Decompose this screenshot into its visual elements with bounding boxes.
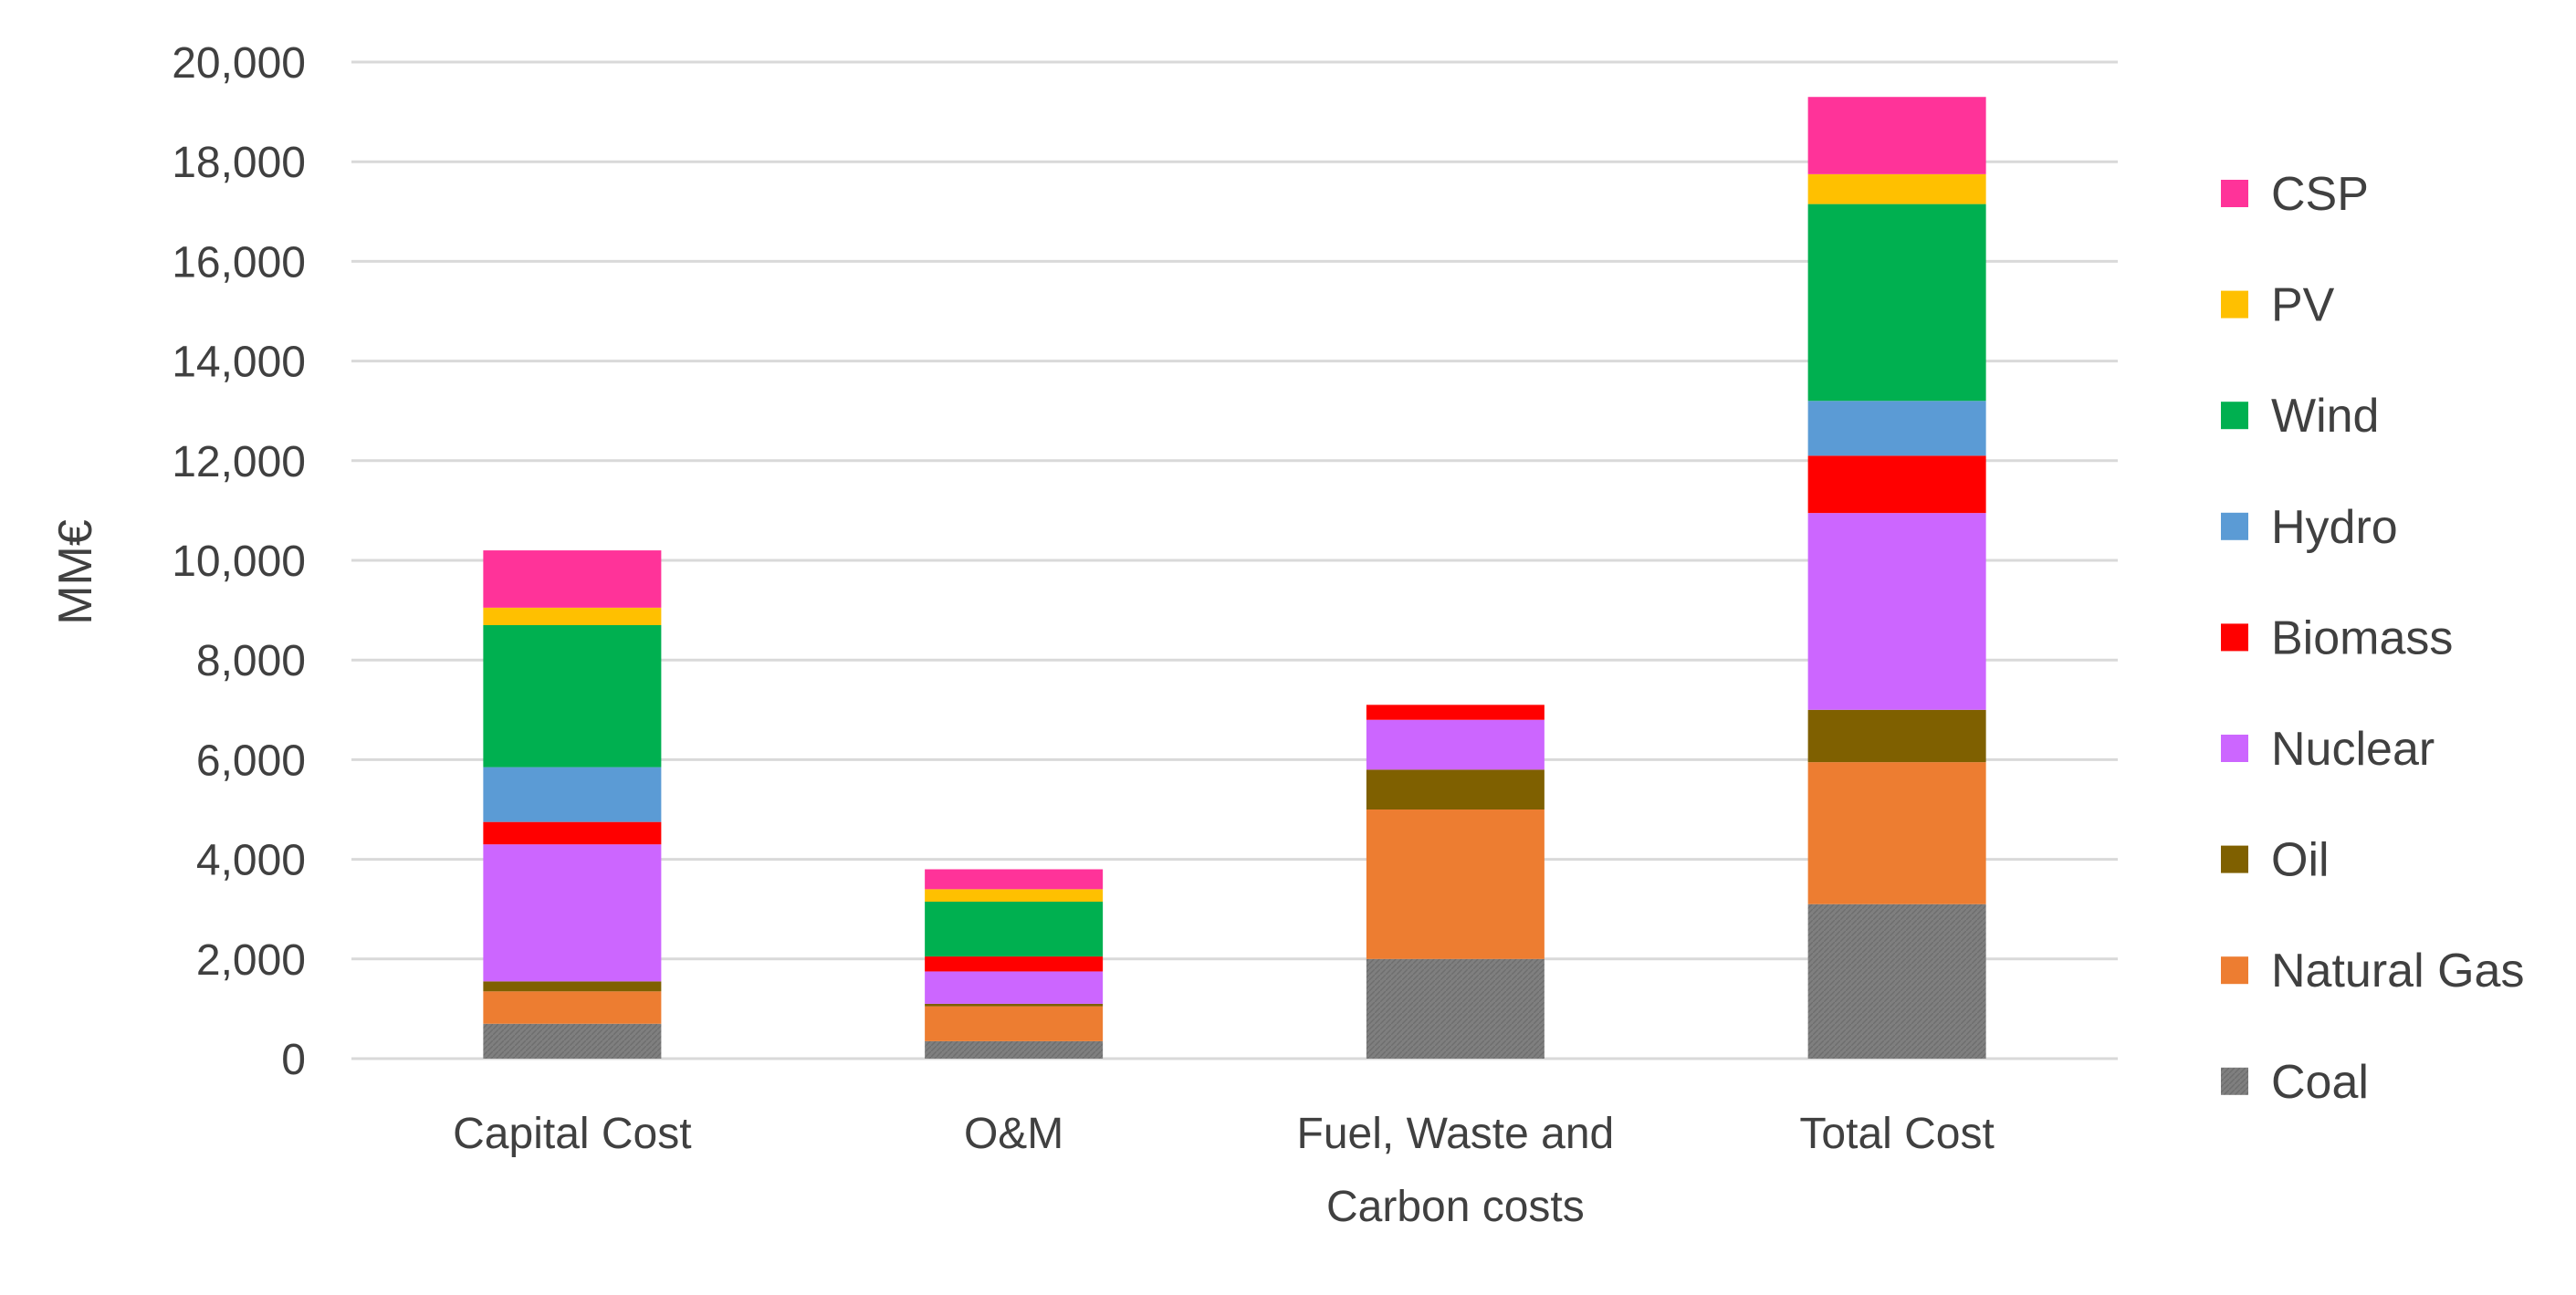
x-axis-ticks: Capital Cost O&M Fuel, Waste and Carbon cos… bbox=[453, 1110, 1995, 1231]
y-tick-label: 16,000 bbox=[172, 238, 306, 287]
bar-segment-biomass bbox=[483, 821, 662, 845]
bar-segment-coal bbox=[1807, 903, 1986, 1059]
y-tick-label: 8,000 bbox=[196, 637, 306, 685]
bar-segment-pv bbox=[1807, 173, 1986, 204]
bar-segment-oil bbox=[1807, 709, 1986, 763]
legend-label-natural-gas: Natural Gas bbox=[2271, 945, 2524, 997]
y-tick-label: 4,000 bbox=[196, 837, 306, 885]
y-tick-label: 2,000 bbox=[196, 936, 306, 985]
bar-segment-oil bbox=[1366, 769, 1545, 809]
y-tick-label: 12,000 bbox=[172, 438, 306, 486]
legend-label-oil: Oil bbox=[2271, 834, 2330, 887]
legend-label-hydro: Hydro bbox=[2271, 501, 2398, 554]
bar-segment-nuclear bbox=[483, 844, 662, 982]
legend-swatch-coal bbox=[2221, 1067, 2248, 1095]
bar-segment-hydro bbox=[1807, 401, 1986, 456]
y-axis-ticks: 0 2,000 4,000 6,000 8,000 10,000 12,000 14,000 1… bbox=[172, 39, 306, 1084]
bar-segment-csp bbox=[483, 550, 662, 608]
legend: CSP PV Wind Hydro Biomass Nuclear Oil Natural G… bbox=[2221, 168, 2524, 1109]
y-tick-label: 20,000 bbox=[172, 39, 306, 88]
bar-segment-natural-gas bbox=[1366, 809, 1545, 959]
x-tick-label: Fuel, Waste and bbox=[1297, 1110, 1615, 1158]
legend-label-wind: Wind bbox=[2271, 390, 2379, 443]
bar-segment-biomass bbox=[1807, 455, 1986, 514]
legend-swatch-hydro bbox=[2221, 512, 2248, 540]
y-tick-label: 18,000 bbox=[172, 139, 306, 187]
legend-swatch-nuclear bbox=[2221, 735, 2248, 762]
bar-segment-wind bbox=[483, 624, 662, 768]
y-axis-label: MM€ bbox=[49, 519, 102, 625]
y-tick-label: 14,000 bbox=[172, 339, 306, 387]
bar-segment-csp bbox=[925, 869, 1104, 890]
legend-swatch-biomass bbox=[2221, 623, 2248, 652]
bar-segment-pv bbox=[483, 607, 662, 625]
bar-segment-biomass bbox=[1366, 705, 1545, 720]
bar-segment-csp bbox=[1807, 97, 1986, 174]
x-tick-label: Total Cost bbox=[1799, 1110, 1994, 1158]
bar-segment-coal bbox=[925, 1040, 1104, 1059]
bar-segment-nuclear bbox=[1807, 513, 1986, 710]
bar-segment-pv bbox=[925, 889, 1104, 903]
y-tick-label: 0 bbox=[281, 1036, 306, 1084]
legend-label-nuclear: Nuclear bbox=[2271, 723, 2435, 776]
x-tick-label: O&M bbox=[964, 1110, 1063, 1158]
bar-segment-oil bbox=[925, 1003, 1104, 1007]
legend-label-coal: Coal bbox=[2271, 1056, 2369, 1109]
bar-segment-wind bbox=[925, 902, 1104, 957]
bar-segment-wind bbox=[1807, 204, 1986, 402]
bar-segment-natural-gas bbox=[1807, 762, 1986, 904]
bar-segment-hydro bbox=[483, 767, 662, 822]
bar-segment-coal bbox=[483, 1023, 662, 1059]
legend-label-pv: PV bbox=[2271, 279, 2335, 332]
legend-label-biomass: Biomass bbox=[2271, 611, 2453, 664]
legend-label-csp: CSP bbox=[2271, 168, 2369, 221]
legend-swatch-oil bbox=[2221, 845, 2248, 873]
legend-swatch-natural-gas bbox=[2221, 956, 2248, 985]
legend-swatch-wind bbox=[2221, 402, 2248, 430]
bar-segment-oil bbox=[483, 981, 662, 992]
bar-segment-nuclear bbox=[1366, 719, 1545, 770]
legend-swatch-csp bbox=[2221, 180, 2248, 207]
bar-segment-coal bbox=[1366, 958, 1545, 1059]
y-tick-label: 10,000 bbox=[172, 538, 306, 586]
x-tick-label: Capital Cost bbox=[453, 1110, 691, 1158]
bar-segment-natural-gas bbox=[925, 1006, 1104, 1041]
y-tick-label: 6,000 bbox=[196, 736, 306, 785]
bar-segment-biomass bbox=[925, 956, 1104, 972]
x-tick-label: Carbon costs bbox=[1326, 1183, 1585, 1231]
bar-segment-natural-gas bbox=[483, 991, 662, 1024]
legend-swatch-pv bbox=[2221, 290, 2248, 319]
bar-segment-nuclear bbox=[925, 971, 1104, 1004]
bars bbox=[483, 97, 1986, 1059]
